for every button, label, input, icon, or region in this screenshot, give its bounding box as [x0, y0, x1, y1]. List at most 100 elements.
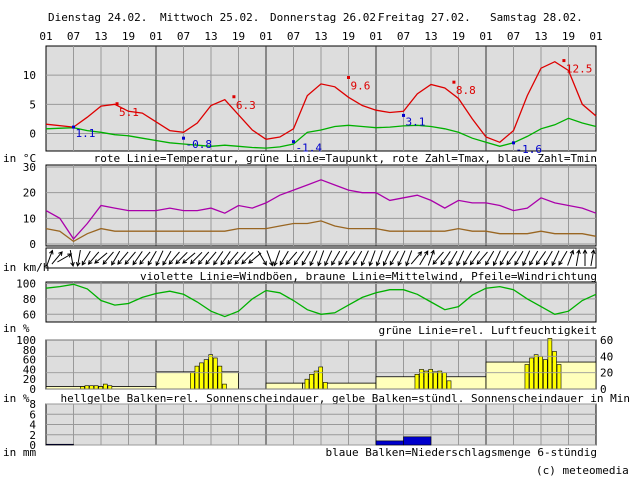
- wind-y-tick-label: 0: [29, 238, 36, 251]
- hourly-sunshine-bar: [423, 370, 429, 390]
- wind-direction-arrow: [375, 250, 383, 267]
- humidity-y-tick-label: 60: [23, 308, 36, 321]
- hour-tick-label: 01: [259, 30, 272, 43]
- humidity-panel: 60 80 100: [16, 278, 597, 323]
- day-label-freitag: Freitag 27.02.: [378, 11, 471, 24]
- hourly-sunshine-bar: [107, 385, 113, 390]
- tmin-label: -1.4: [296, 142, 323, 155]
- wind-direction-arrow: [514, 250, 524, 266]
- hourly-sunshine-bar: [556, 364, 562, 390]
- tmin-marker: [512, 141, 515, 145]
- hourly-sunshine-bar: [547, 338, 553, 390]
- tmax-label: 5.1: [119, 106, 139, 119]
- sunshine-y2-tick-label: 20: [600, 367, 613, 380]
- wind-direction-arrow: [506, 251, 517, 266]
- hour-tick-label: 07: [507, 30, 520, 43]
- tmin-marker: [292, 140, 295, 144]
- hourly-sunshine-bar: [199, 362, 204, 390]
- tmin-label: 1.1: [76, 127, 96, 140]
- copyright: (c) meteomedia: [536, 464, 629, 477]
- precipitation-y-tick-label: 0: [29, 439, 36, 452]
- sunshine-y-tick-label: 80: [23, 344, 36, 357]
- tmax-label: 6.3: [236, 99, 256, 112]
- hour-tick-label: 19: [452, 30, 465, 43]
- hourly-sunshine-bar: [552, 351, 557, 390]
- hourly-sunshine-bar: [304, 378, 310, 390]
- tmax-marker: [232, 95, 236, 99]
- wind-direction-arrow: [309, 250, 318, 267]
- wind-direction-arrow: [94, 252, 108, 264]
- sunshine-y-tick-label: 20: [23, 373, 36, 386]
- wind-direction-arrow: [87, 251, 100, 265]
- gust-line: [45, 179, 597, 240]
- wind-direction-arrow: [485, 250, 495, 266]
- wind-direction-arrow: [197, 251, 210, 265]
- hour-tick-label: 07: [397, 30, 410, 43]
- wind-panel: 0 10 20 30: [23, 161, 597, 269]
- wind-direction-arrow: [551, 250, 560, 267]
- hour-tick-label: 19: [562, 30, 575, 43]
- precipitation-bar: [45, 443, 74, 446]
- hour-tick-label: 01: [149, 30, 162, 43]
- hourly-sunshine-bar: [93, 385, 99, 390]
- tmin-marker: [72, 125, 75, 129]
- wind-direction-arrow: [558, 250, 568, 266]
- day-label-donnerstag: Donnerstag 26.02.: [270, 11, 383, 24]
- sunshine-unit: in %: [3, 392, 30, 405]
- wind-direction-arrow: [51, 251, 63, 265]
- wind-direction-arrow: [111, 250, 121, 266]
- humidity-line: [45, 283, 597, 318]
- wind-y-tick-label: 30: [23, 161, 36, 174]
- wind-direction-arrow: [248, 252, 262, 264]
- wind-direction-arrow: [331, 250, 341, 266]
- wind-direction-arrow: [293, 251, 305, 266]
- sunshine-y2-tick-label: 40: [600, 350, 613, 363]
- humidity-caption: grüne Linie=rel. Luftfeuchtigkeit: [378, 324, 597, 337]
- tmax-marker: [347, 76, 350, 79]
- wind-direction-arrow: [81, 250, 91, 266]
- tmax-label: 8.8: [456, 84, 476, 97]
- precipitation-bar: [403, 436, 432, 446]
- sunshine-y-tick-label: 60: [23, 354, 36, 367]
- precipitation-unit: in mm: [3, 446, 36, 459]
- wind-direction-arrow: [410, 251, 423, 265]
- wind-direction-arrow: [205, 251, 217, 265]
- wind-direction-arrow: [285, 251, 298, 265]
- hourly-sunshine-bar: [208, 354, 213, 390]
- precipitation-y-tick-label: 8: [29, 398, 36, 411]
- wind-direction-arrow: [590, 249, 596, 266]
- tmax-label: 9.6: [351, 80, 371, 93]
- hourly-sunshine-bar: [432, 371, 438, 390]
- wind-direction-arrow: [353, 250, 363, 266]
- temperature-caption: rote Linie=Temperatur, grüne Linie=Taupu…: [94, 152, 597, 165]
- wind-direction-arrow: [440, 251, 451, 266]
- wind-direction-arrow: [102, 251, 114, 265]
- wind-direction-arrow: [234, 251, 246, 265]
- hourly-sunshine-bar: [533, 354, 539, 390]
- precipitation-bar: [375, 440, 404, 446]
- wind-direction-arrow: [389, 250, 399, 266]
- wind-direction-arrow: [69, 250, 75, 267]
- wind-direction-arrow: [476, 251, 488, 265]
- hourly-sunshine-bar: [313, 370, 319, 390]
- wind-direction-arrow: [257, 250, 267, 266]
- hourly-sunshine-bar: [222, 383, 227, 390]
- wind-direction-arrow: [273, 250, 281, 267]
- wind-direction-arrow: [469, 251, 481, 266]
- hour-header: 01 07 13 19 01 07 13 19 01 07 13 19 01 07 13 19 01 07 13 19…: [39, 30, 602, 43]
- wind-direction-arrow: [317, 250, 325, 267]
- wind-direction-arrow: [522, 250, 531, 267]
- wind-y-tick-label: 20: [23, 187, 36, 200]
- wind-direction-arrow: [324, 250, 333, 267]
- wind-direction-arrow: [266, 250, 274, 267]
- hour-tick-label: 19: [122, 30, 135, 43]
- wind-direction-arrow: [345, 251, 356, 266]
- tmin-label: -0.8: [186, 138, 213, 151]
- wind-caption: violette Linie=Windböen, braune Linie=Mi…: [140, 270, 597, 283]
- wind-direction-arrow: [189, 251, 203, 265]
- tmin-marker: [182, 136, 185, 140]
- wind-direction-arrow: [338, 250, 348, 266]
